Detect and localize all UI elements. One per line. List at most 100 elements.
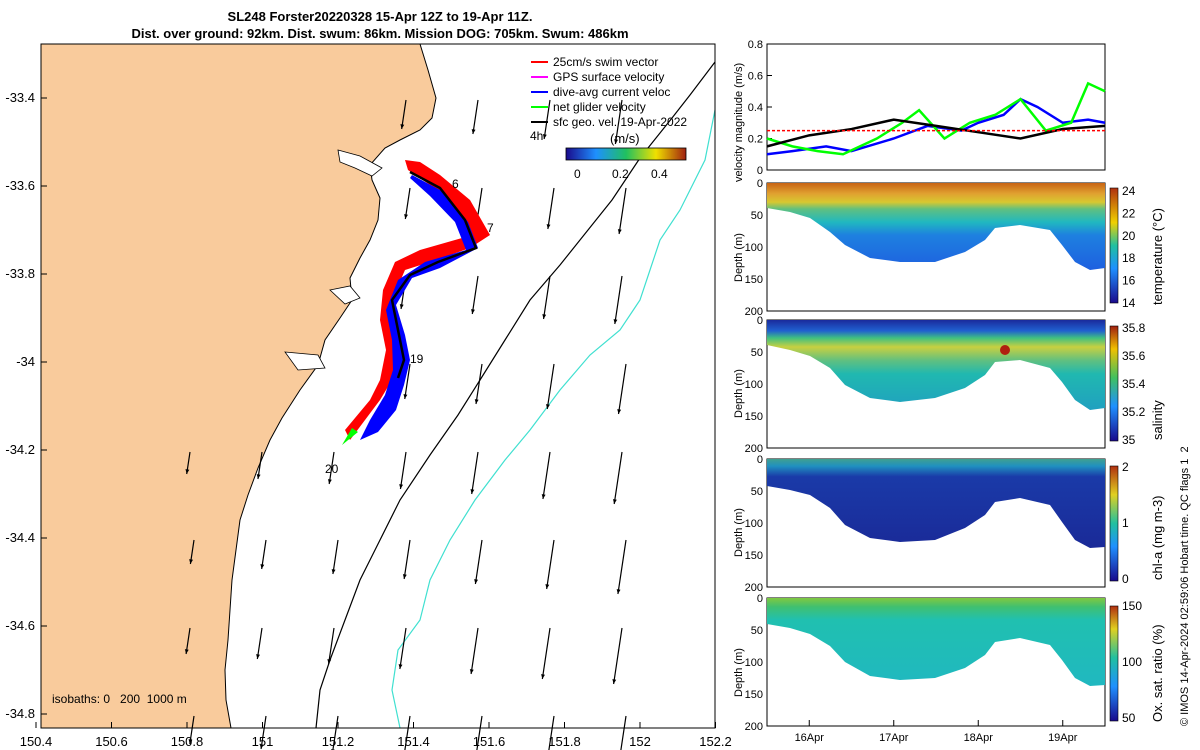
- depth-tick-label: 100: [745, 242, 763, 254]
- map-x-tick-label: 152.2: [699, 734, 732, 749]
- velocity-arrow: [259, 715, 267, 750]
- velocity-series-line: [766, 118, 1106, 148]
- velocity-arrow: [471, 99, 479, 135]
- temp-colorbar: [1109, 187, 1119, 304]
- map-y-tick-label: -33.4: [5, 90, 35, 105]
- velocity-arrow: [546, 187, 555, 230]
- legend-item: sfc geo. vel. 19-Apr-2022: [531, 115, 687, 129]
- colorbar-tick-02: 0.2: [612, 167, 629, 181]
- depth-tick-label: 100: [745, 379, 763, 391]
- time-tick-label: 16Apr: [795, 732, 825, 744]
- map-y-tick-label: -34.6: [5, 618, 35, 633]
- velocity-arrow: [546, 363, 555, 410]
- map-y-tick-label: -34.8: [5, 706, 35, 721]
- velocity-arrow: [185, 451, 191, 475]
- legend-item-label: dive-avg current veloc: [553, 85, 670, 99]
- figure-title-line2: Dist. over ground: 92km. Dist. swum: 86k…: [131, 26, 629, 41]
- velocity-series-line: [766, 97, 1106, 156]
- map-y-ticks: -33.4 -33.6 -33.8 -34 -34.2 -34.4 -34.6 -34.8: [5, 90, 47, 721]
- isobath-caption: isobaths: 0 200 1000 m: [52, 692, 187, 706]
- map-x-tick-label: 150.6: [95, 734, 128, 749]
- depth-tick-label: 0: [757, 454, 763, 466]
- legend-item: net glider velocity: [531, 100, 646, 114]
- section-axis-ticks: 05010015020024222018161405010015020035.8…: [745, 178, 1146, 744]
- depth-tick-label: 100: [745, 657, 763, 669]
- figure-title-line1: SL248 Forster20220328 15-Apr 12Z to 19-A…: [227, 9, 533, 24]
- velocity-arrow: [470, 451, 479, 495]
- colorbar-tick-label: 35.4: [1122, 377, 1146, 391]
- colorbar-tick-label: 14: [1122, 296, 1136, 310]
- colorbar-tick-0: 0: [574, 167, 581, 181]
- velocity-arrow: [188, 715, 195, 745]
- velocity-y-tick-label: 0.6: [748, 71, 763, 83]
- oxygen-field: [767, 598, 1105, 686]
- velocity-arrow: [542, 275, 551, 320]
- chl-panel: Depth (m): [733, 458, 1119, 588]
- colorbar-tick-label: 35: [1122, 433, 1136, 447]
- velocity-arrow: [327, 627, 335, 665]
- velocity-y-tick-label: 0: [757, 165, 763, 177]
- velocity-arrow: [400, 99, 407, 130]
- time-tick-label: 18Apr: [964, 732, 994, 744]
- colorbar-title: chl-a (mg m-3): [1150, 495, 1165, 580]
- legend-item-label: GPS surface velocity: [553, 70, 664, 84]
- colorbar-label: (m/s): [610, 131, 640, 146]
- colorbar-tick-label: 22: [1122, 206, 1136, 220]
- colorbar-tick-label: 35.8: [1122, 321, 1146, 335]
- velocity-arrow: [471, 275, 479, 315]
- sal-colorbar: [1109, 325, 1119, 442]
- colorbar-title: temperature (°C): [1150, 208, 1165, 305]
- legend-extra-4h: 4h: [530, 129, 543, 143]
- colorbar-tick-label: 1: [1122, 516, 1129, 530]
- net-glider-velocity: [342, 428, 358, 445]
- colorbar-titles: temperature (°C) salinity chl-a (mg m-3) Ox…: [1150, 208, 1165, 722]
- salinity-panel: Depth (m): [733, 319, 1119, 449]
- legend-item: dive-avg current veloc: [531, 85, 670, 99]
- day-label-6: 6: [452, 177, 459, 191]
- velocity-arrow: [402, 539, 411, 580]
- velocity-arrow: [541, 451, 551, 500]
- velocity-axes: [766, 43, 1106, 171]
- velocity-y-tick-label: 0.8: [748, 39, 763, 51]
- day-label-20: 20: [325, 462, 339, 476]
- depth-tick-label: 200: [745, 721, 763, 733]
- map-y-tick-label: -33.6: [5, 178, 35, 193]
- velocity-panel: 0 0.2 0.4 0.6 0.8: [748, 39, 1106, 177]
- legend-item-label: 25cm/s swim vector: [553, 55, 658, 69]
- day-label-7: 7: [487, 221, 494, 235]
- oxygen-panel: Depth (m): [733, 597, 1119, 727]
- salinity-field: [767, 320, 1105, 410]
- depth-tick-label: 150: [745, 689, 763, 701]
- map-x-tick-label: 152: [629, 734, 651, 749]
- legend-item: GPS surface velocity: [531, 70, 664, 84]
- time-tick-label: 19Apr: [1048, 732, 1078, 744]
- sal-ylabel: Depth (m): [733, 369, 745, 418]
- velocity-arrow: [256, 627, 263, 660]
- salinity-hotspot: [1000, 345, 1010, 355]
- colorbar-title: Ox. sat. ratio (%): [1150, 624, 1165, 722]
- depth-tick-label: 50: [751, 625, 763, 637]
- velocity-arrow: [620, 715, 627, 750]
- legend-item: 25cm/s swim vector: [531, 55, 658, 69]
- colorbar-title: salinity: [1150, 400, 1165, 440]
- velocity-arrow: [404, 187, 411, 220]
- velocity-arrow: [403, 363, 411, 400]
- velocity-arrow: [614, 99, 623, 145]
- velocity-arrow: [474, 363, 483, 405]
- map-y-tick-label: -34.4: [5, 530, 35, 545]
- map-x-tick-label: 151.2: [322, 734, 355, 749]
- map-y-tick-label: -34: [16, 354, 35, 369]
- velocity-arrow: [469, 627, 479, 675]
- velocity-y-ticks: 0 0.2 0.4 0.6 0.8: [748, 39, 772, 177]
- depth-tick-label: 200: [745, 306, 763, 318]
- colorbar-tick-label: 16: [1122, 274, 1136, 288]
- velocity-series-line: [766, 81, 1106, 156]
- map-y-tick-label: -33.8: [5, 266, 35, 281]
- depth-tick-label: 100: [745, 518, 763, 530]
- depth-tick-label: 50: [751, 347, 763, 359]
- ox-colorbar: [1109, 605, 1119, 722]
- time-tick-label: 17Apr: [879, 732, 909, 744]
- depth-tick-label: 50: [751, 486, 763, 498]
- depth-tick-label: 150: [745, 274, 763, 286]
